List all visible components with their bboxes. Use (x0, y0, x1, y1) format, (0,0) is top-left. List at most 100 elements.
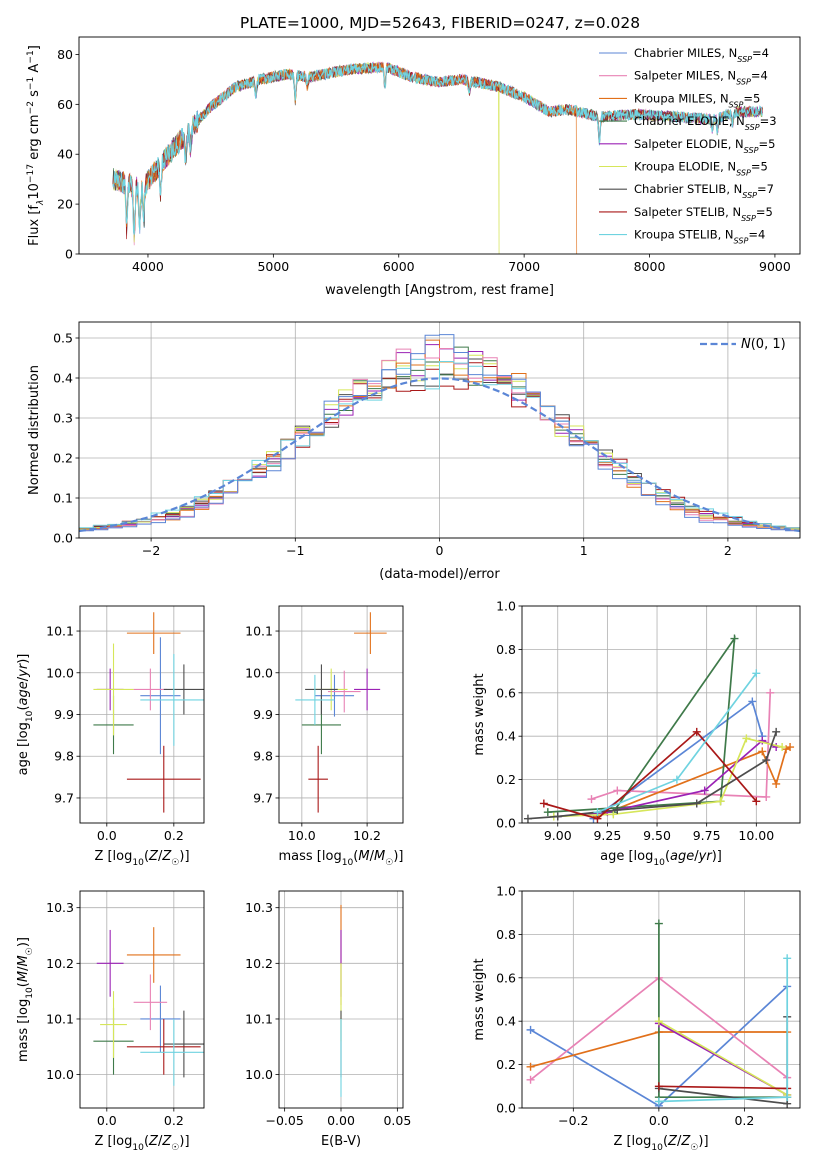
x-tick-label: 0.2 (164, 828, 184, 843)
weight-marker-6 (553, 812, 562, 821)
weight-marker-8 (654, 1097, 663, 1106)
weight-marker-6 (523, 814, 532, 823)
y-tick-label: 1.0 (496, 599, 516, 614)
y-tick-label: 10.2 (245, 956, 273, 971)
x-axis-label: Z [log10(Z/Z☉)] (94, 849, 189, 868)
weight-line-6 (527, 731, 778, 820)
x-tick-label: 8000 (634, 259, 666, 274)
y-tick-label: 0.5 (53, 331, 73, 346)
figure-title: PLATE=1000, MJD=52643, FIBERID=0247, z=0… (240, 14, 640, 32)
x-tick-label: 0.0 (97, 828, 117, 843)
legend-label: Chabrier STELIB, NSSP=7 (634, 182, 774, 200)
legend-label: Salpeter STELIB, NSSP=5 (634, 205, 773, 223)
weight-marker-3 (654, 919, 663, 928)
y-tick-label: 10.2 (46, 956, 74, 971)
x-tick-label: 10.00 (738, 828, 774, 843)
x-axis-label: Z [log10(Z/Z☉)] (613, 1134, 708, 1153)
y-tick-label: 0.2 (53, 451, 73, 466)
y-tick-label: 10.1 (245, 1011, 273, 1026)
weight-line-6 (658, 1016, 789, 1105)
axes-frame (79, 890, 205, 1109)
y-tick-label: 0.4 (53, 371, 73, 386)
error-bars (93, 927, 204, 1086)
weight-marker-5 (609, 810, 618, 819)
mass-vs-extinction-panel: −0.05 0.00 0.05 10.0 10.1 10.2 10.3 E(B-V) (245, 890, 411, 1149)
y-axis-label: mass weight (472, 958, 487, 1040)
x-axis-label: age [log10(age/yr)] (600, 849, 722, 868)
weight-marker-2 (758, 747, 767, 756)
legend-label: Chabrier MILES, NSSP=4 (634, 46, 769, 64)
y-tick-label: 80 (57, 47, 73, 62)
x-axis-label: wavelength [Angstrom, rest frame] (325, 283, 554, 298)
x-axis-label: (data-model)/error (379, 567, 500, 582)
y-tick-label: 10.0 (245, 1067, 273, 1082)
y-tick-label: 10.3 (46, 900, 74, 915)
x-tick-label: 0.2 (734, 1113, 754, 1128)
mass-weight-vs-metallicity-panel: −0.2 0.0 0.2 0.0 0.2 0.4 0.6 0.8 1.0 Z [log10(Z/Z… (472, 884, 801, 1153)
y-tick-label: 9.9 (253, 707, 273, 722)
axes-frame (78, 36, 801, 255)
x-tick-label: 7000 (508, 259, 540, 274)
error-bars (295, 612, 387, 813)
x-tick-label: −2 (142, 543, 160, 558)
x-tick-label: 0.00 (327, 1113, 355, 1128)
spectrum-panel: 4000 5000 6000 7000 8000 9000 0 20 40 60 80 Chabrie… (26, 36, 801, 298)
y-tick-label: 0.6 (496, 970, 516, 985)
x-tick-label: 9.25 (593, 828, 621, 843)
weight-line-7 (543, 730, 757, 820)
y-tick-label: 40 (57, 147, 73, 162)
y-axis-label: mass weight (472, 673, 487, 755)
age-vs-mass-panel: 10.0 10.2 9.7 9.8 9.9 10.0 10.1 mass [log10(M/M… (245, 605, 404, 868)
x-tick-label: 2 (724, 543, 732, 558)
y-tick-label: 10.1 (245, 624, 273, 639)
weight-marker-7 (654, 1082, 663, 1091)
weight-marker-5 (716, 797, 725, 806)
weight-marker-8 (672, 775, 681, 784)
y-axis-label: Flux [fλ10−17 erg cm−2 s−1 A−1] (26, 45, 46, 246)
weight-marker-2 (786, 743, 795, 752)
weight-marker-2 (526, 1062, 535, 1071)
weight-marker-8 (783, 1093, 792, 1102)
weight-marker-8 (752, 669, 761, 678)
weight-marker-2 (772, 779, 781, 788)
y-tick-label: 0.2 (496, 1057, 516, 1072)
y-tick-label: 10.0 (245, 665, 273, 680)
x-tick-label: 9.50 (643, 828, 671, 843)
y-tick-label: 0.0 (53, 531, 73, 546)
spectrum-line-8 (112, 62, 763, 235)
axes-frame (78, 321, 801, 539)
axes-frame (278, 890, 404, 1109)
x-tick-label: 10.2 (353, 828, 381, 843)
y-tick-label: 20 (57, 197, 73, 212)
histogram-1 (79, 348, 800, 531)
y-tick-label: 9.9 (54, 707, 74, 722)
weight-marker-5 (654, 1017, 663, 1026)
weight-lines (526, 919, 792, 1108)
weight-marker-6 (692, 799, 701, 808)
legend-label: Chabrier ELODIE, NSSP=3 (634, 114, 777, 132)
x-tick-label: −0.05 (265, 1113, 303, 1128)
weight-marker-1 (613, 786, 622, 795)
error-bars (93, 612, 204, 813)
weight-marker-4 (700, 786, 709, 795)
y-axis-label: age [log10(age/yr)] (16, 654, 35, 776)
x-tick-label: 1 (580, 543, 588, 558)
y-tick-label: 0.8 (496, 642, 516, 657)
weight-marker-8 (593, 808, 602, 817)
weight-marker-1 (587, 795, 596, 804)
axes-frame (278, 605, 404, 824)
weight-marker-6 (762, 756, 771, 765)
y-tick-label: 0.1 (53, 491, 73, 506)
spectrum-legend: Chabrier MILES, NSSP=4 Salpeter MILES, NS… (599, 46, 777, 245)
x-tick-label: 0.2 (164, 1113, 184, 1128)
legend-label: Salpeter ELODIE, NSSP=5 (634, 137, 775, 155)
axes-frame (521, 605, 801, 824)
weight-marker-8 (783, 954, 792, 963)
y-axis-label: mass [log10(M/M☉)] (16, 937, 35, 1062)
weight-marker-3 (543, 808, 552, 817)
x-tick-label: 5000 (257, 259, 289, 274)
weight-line-3 (658, 923, 788, 1099)
y-tick-label: 9.8 (253, 749, 273, 764)
weight-marker-7 (539, 799, 548, 808)
